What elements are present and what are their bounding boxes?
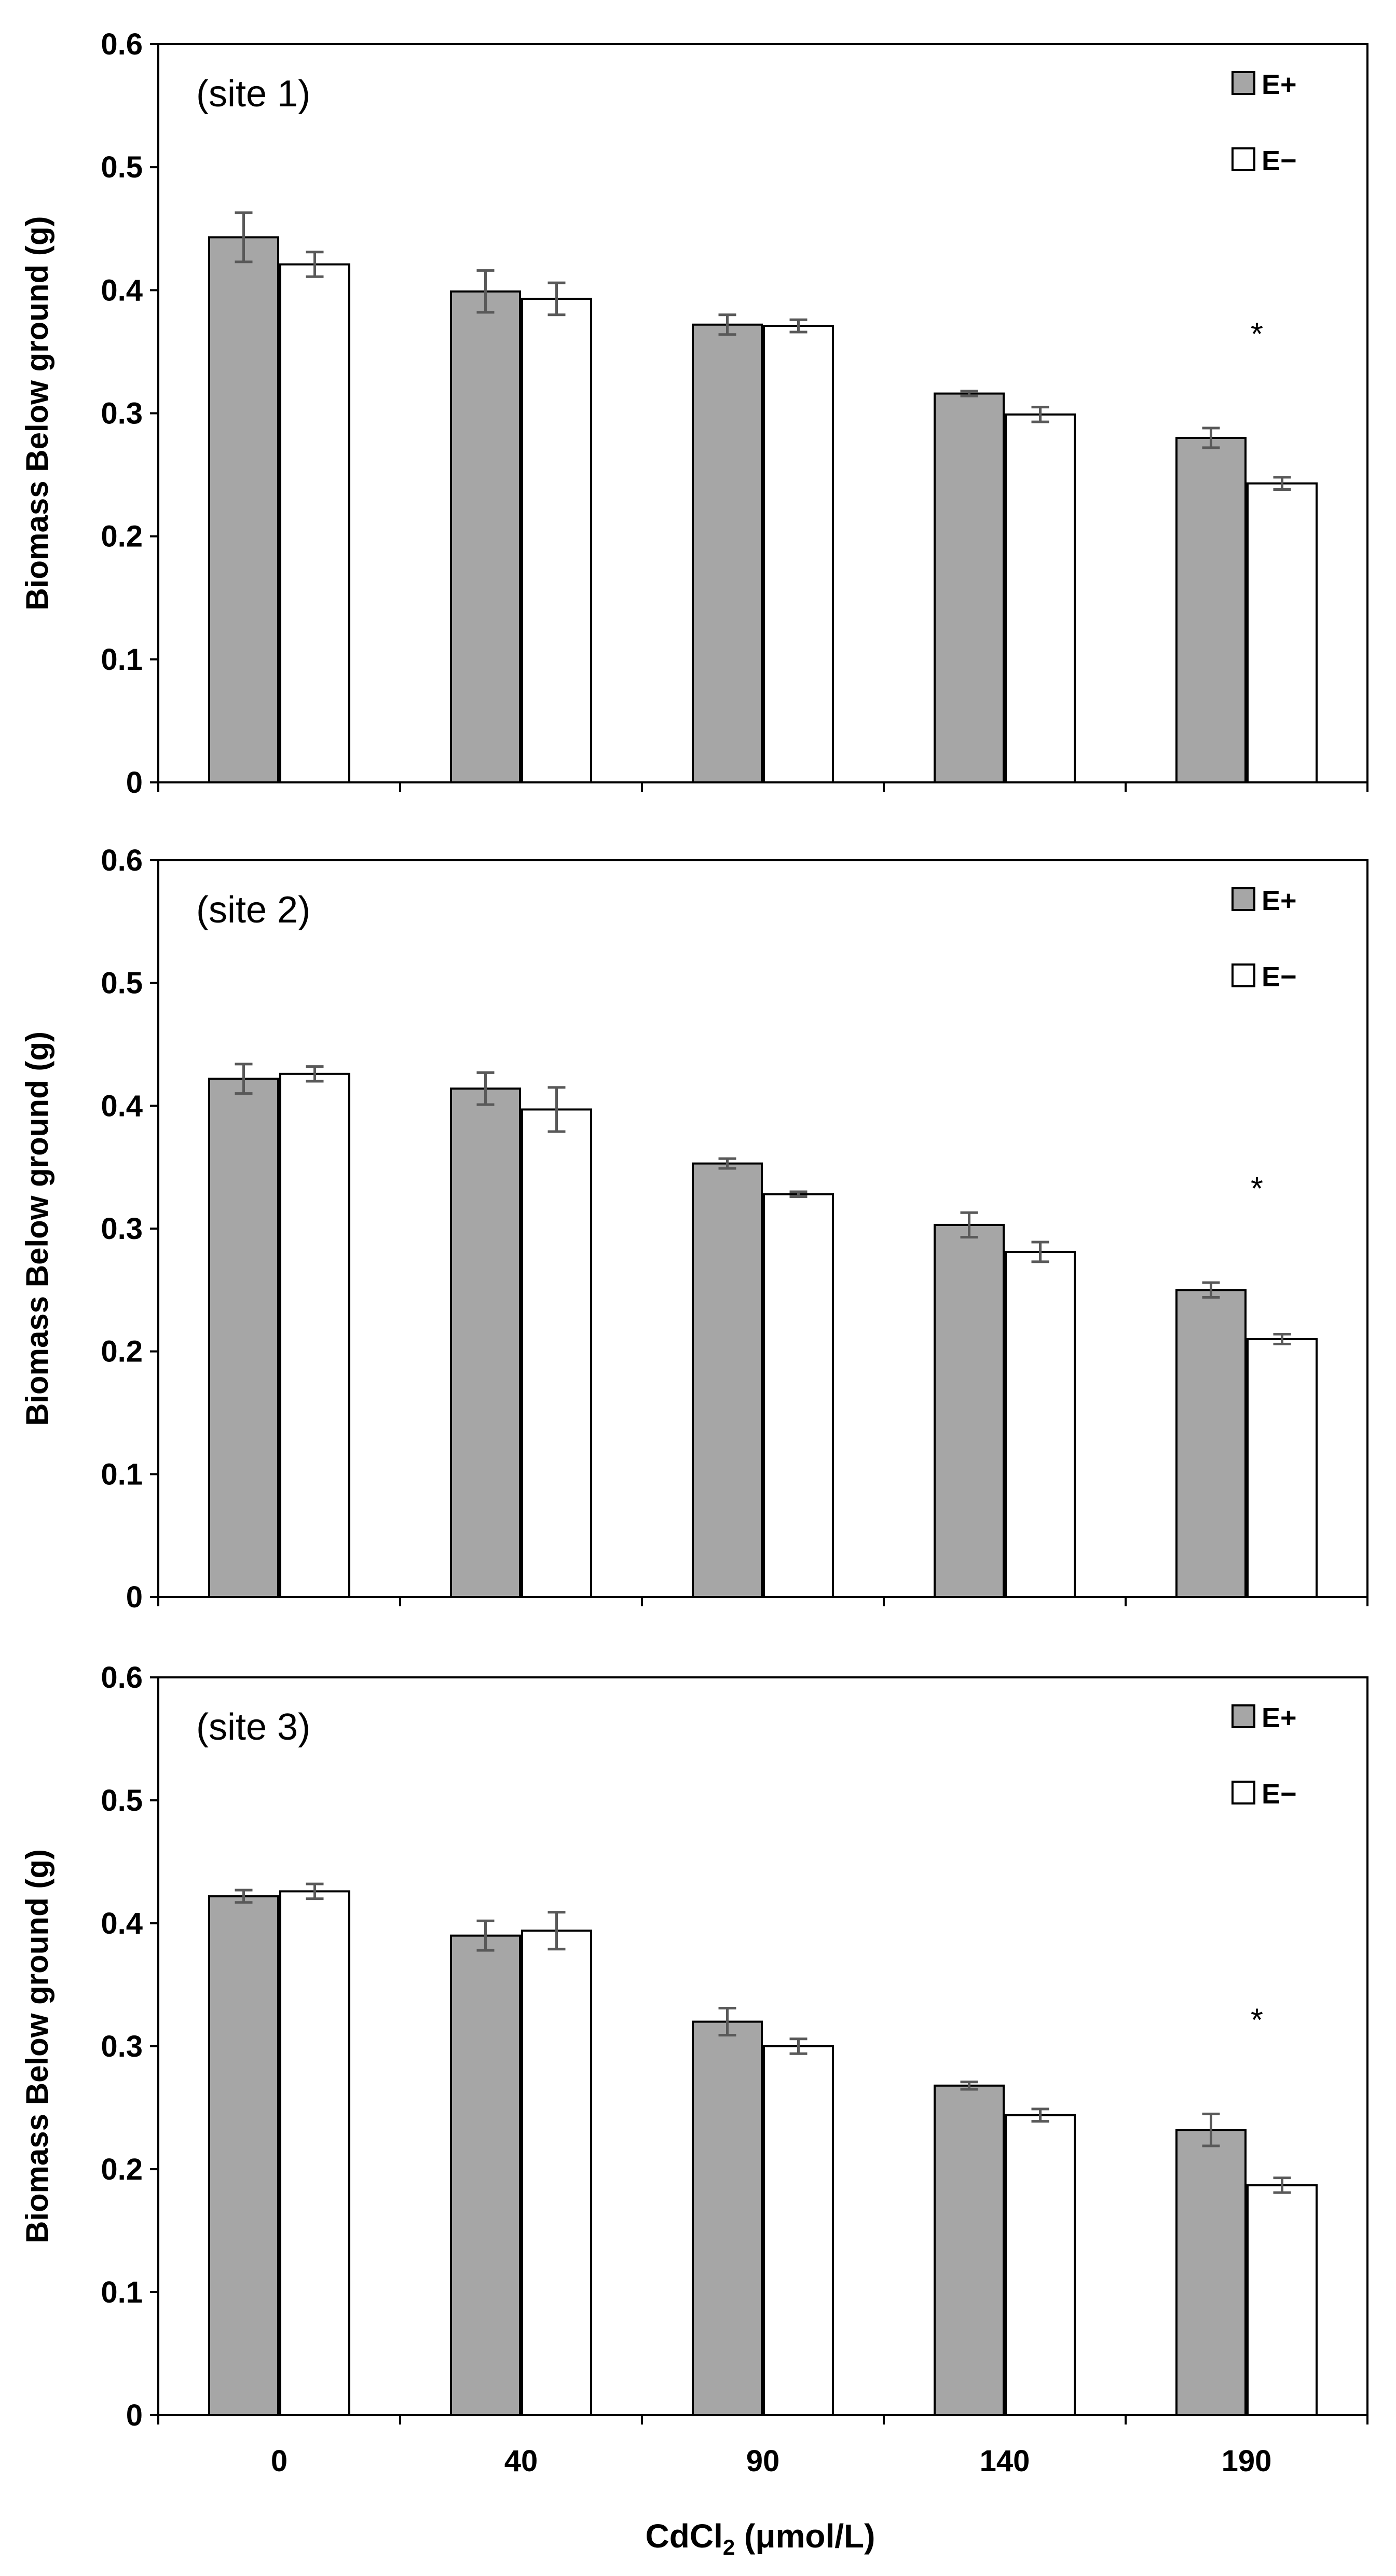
bar-e-minus-40 xyxy=(521,1930,592,2416)
y-tick-label: 0.6 xyxy=(101,27,143,61)
chart-panel-1: 0 0.1 0.2 0.3 0.4 0.5 0.6 * (site 1) E+ E− Biomass … xyxy=(20,27,1368,800)
y-tick-label: 0.5 xyxy=(101,150,143,184)
bar-e-minus-190 xyxy=(1247,2184,1318,2417)
x-axis-label-main: CdCl xyxy=(646,2517,723,2555)
y-axis-label: Biomass Below ground (g) xyxy=(20,1031,54,1426)
legend-label-e-plus: E+ xyxy=(1262,885,1297,916)
y-tick-label: 0.6 xyxy=(101,844,143,877)
y-tick-label: 0.2 xyxy=(101,1335,143,1369)
legend-swatch-e-minus xyxy=(1231,1781,1255,1804)
bar-e-minus-190 xyxy=(1247,1338,1318,1598)
bar-e-minus-90 xyxy=(763,325,834,783)
x-axis-label-subscript: 2 xyxy=(723,2535,735,2559)
y-tick-label: 0.1 xyxy=(101,2276,143,2309)
bar-e-plus-0 xyxy=(208,1895,279,2417)
significance-star: * xyxy=(1251,316,1263,352)
legend-swatch-e-plus xyxy=(1231,1704,1255,1728)
bar-e-minus-90 xyxy=(763,1193,834,1599)
chart-panel-3: 0 0.1 0.2 0.3 0.4 0.5 0.6 * (site 3) E+ E− Biomass … xyxy=(20,1661,1368,2478)
bar-e-minus-90 xyxy=(763,2045,834,2416)
bar-e-minus-0 xyxy=(279,263,350,783)
bar-e-minus-40 xyxy=(521,297,592,783)
y-tick-label: 0 xyxy=(126,766,143,800)
legend-swatch-e-plus xyxy=(1231,887,1255,911)
bar-e-plus-90 xyxy=(692,2020,763,2417)
y-tick-label: 0 xyxy=(126,2399,143,2432)
legend-label-e-minus: E− xyxy=(1262,1779,1297,1810)
legend-swatch-e-plus xyxy=(1231,71,1255,95)
y-tick-label: 0.3 xyxy=(101,2030,143,2063)
bar-e-plus-190 xyxy=(1175,1289,1247,1598)
legend-swatch-e-minus xyxy=(1231,147,1255,171)
bar-e-plus-140 xyxy=(934,1223,1005,1598)
y-tick-label: 0.3 xyxy=(101,397,143,431)
legend-label-e-minus: E− xyxy=(1262,961,1297,993)
x-tick-label: 190 xyxy=(1222,2444,1272,2478)
bar-e-plus-190 xyxy=(1175,436,1247,783)
panel-label: (site 2) xyxy=(196,889,310,931)
panel-label: (site 3) xyxy=(196,1706,310,1748)
bar-e-minus-0 xyxy=(279,1072,350,1599)
panel-label: (site 1) xyxy=(196,73,310,115)
y-tick-label: 0.4 xyxy=(101,273,143,307)
y-tick-label: 0.3 xyxy=(101,1212,143,1246)
bar-e-plus-90 xyxy=(692,323,763,783)
y-axis-label: Biomass Below ground (g) xyxy=(20,216,54,610)
y-tick-label: 0.6 xyxy=(101,1661,143,1695)
y-tick-label: 0.1 xyxy=(101,1457,143,1491)
x-tick-label: 90 xyxy=(746,2444,780,2478)
y-tick-label: 0.4 xyxy=(101,1089,143,1123)
legend-label-e-plus: E+ xyxy=(1262,69,1297,100)
legend-label-e-plus: E+ xyxy=(1262,1702,1297,1733)
y-axis-label: Biomass Below ground (g) xyxy=(20,1849,54,2243)
legend-swatch-e-minus xyxy=(1231,963,1255,987)
x-tick-label: 0 xyxy=(271,2444,288,2478)
bar-e-minus-0 xyxy=(279,1890,350,2416)
x-tick-label: 40 xyxy=(504,2444,538,2478)
significance-star: * xyxy=(1251,1171,1263,1207)
y-tick-label: 0.1 xyxy=(101,643,143,677)
bar-e-plus-140 xyxy=(934,2084,1005,2417)
y-tick-label: 0.2 xyxy=(101,520,143,554)
y-tick-label: 0 xyxy=(126,1580,143,1614)
x-tick-label: 140 xyxy=(980,2444,1030,2478)
bar-e-plus-40 xyxy=(450,290,521,783)
bar-e-minus-40 xyxy=(521,1108,592,1598)
bar-e-minus-140 xyxy=(1005,1250,1076,1598)
bar-e-minus-140 xyxy=(1005,413,1076,783)
bar-e-plus-40 xyxy=(450,1934,521,2416)
bar-e-plus-40 xyxy=(450,1087,521,1598)
y-tick-label: 0.5 xyxy=(101,967,143,1000)
legend-label-e-minus: E− xyxy=(1262,145,1297,176)
y-tick-label: 0.5 xyxy=(101,1784,143,1817)
y-tick-label: 0.2 xyxy=(101,2153,143,2186)
bar-e-plus-0 xyxy=(208,1078,279,1598)
bar-e-plus-90 xyxy=(692,1162,763,1598)
y-tick-label: 0.4 xyxy=(101,1907,143,1940)
bar-e-minus-140 xyxy=(1005,2114,1076,2416)
bar-e-plus-0 xyxy=(208,236,279,783)
x-axis-label: CdCl2 (μmol/L) xyxy=(646,2517,875,2559)
chart-panel-2: 0 0.1 0.2 0.3 0.4 0.5 0.6 * (site 2) E+ E− Biomass … xyxy=(20,844,1368,1614)
bar-e-plus-140 xyxy=(934,392,1005,783)
x-axis-label-units: (μmol/L) xyxy=(735,2517,875,2555)
bar-e-minus-190 xyxy=(1247,482,1318,783)
significance-star: * xyxy=(1251,2002,1263,2038)
bar-e-plus-190 xyxy=(1175,2129,1247,2417)
